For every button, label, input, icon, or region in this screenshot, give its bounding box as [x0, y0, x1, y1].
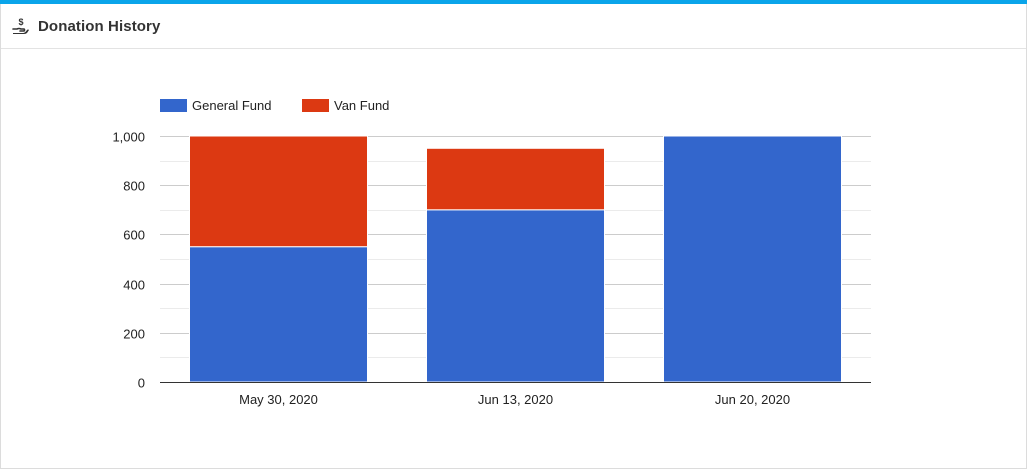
y-tick-label: 1,000: [112, 130, 145, 145]
x-tick-label: Jun 13, 2020: [478, 392, 553, 407]
y-tick-label: 600: [123, 228, 145, 243]
y-tick-label: 800: [123, 179, 145, 194]
bar-general-fund: [663, 135, 842, 383]
bar-van-fund: [426, 147, 605, 211]
card-title: Donation History: [38, 17, 161, 35]
stacked-bar-chart: 0 200 400 600 800 1,000 May 30, 2020 Jun 13, 20…: [112, 98, 871, 407]
bar-van-fund: [189, 135, 368, 248]
legend-label: General Fund: [192, 98, 272, 113]
y-tick-label: 0: [138, 376, 145, 391]
card-header: $ Donation History: [1, 4, 1026, 49]
legend-label: Van Fund: [334, 98, 389, 113]
svg-text:$: $: [18, 17, 23, 27]
x-tick-label: May 30, 2020: [239, 392, 318, 407]
hand-holding-dollar-icon: $: [12, 17, 29, 34]
card-accent-bar: [0, 0, 1027, 4]
y-tick-label: 200: [123, 327, 145, 342]
legend-swatch: [160, 99, 187, 112]
y-tick-label: 400: [123, 278, 145, 293]
bar-general-fund: [426, 209, 605, 383]
chart-area: 0 200 400 600 800 1,000 May 30, 2020 Jun 13, 20…: [1, 49, 1026, 468]
x-tick-label: Jun 20, 2020: [715, 392, 790, 407]
bar-general-fund: [189, 246, 368, 383]
legend-swatch: [302, 99, 329, 112]
